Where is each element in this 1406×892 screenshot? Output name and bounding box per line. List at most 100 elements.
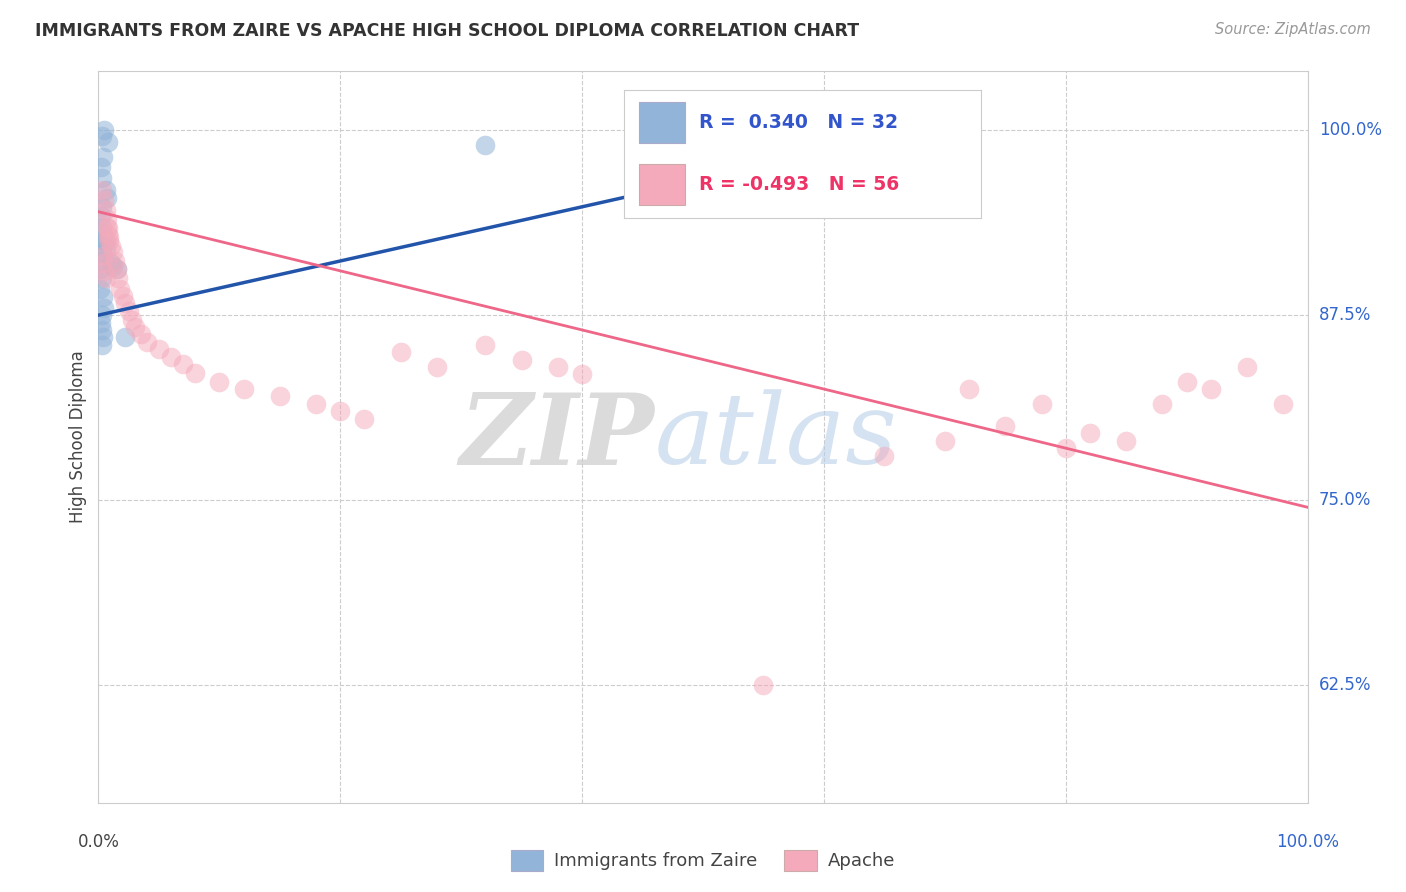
- Point: [91, 337, 114, 351]
- Point: [1031, 397, 1053, 411]
- Point: [93, 123, 115, 137]
- Point: [148, 342, 170, 356]
- Point: [93, 301, 115, 315]
- Point: [94, 242, 117, 256]
- Point: [160, 350, 183, 364]
- Point: [98, 235, 121, 249]
- Point: [96, 219, 118, 234]
- Point: [91, 200, 114, 214]
- Point: [118, 303, 141, 318]
- Point: [124, 320, 146, 334]
- Point: [105, 262, 128, 277]
- Point: [474, 138, 496, 153]
- Point: [101, 244, 124, 259]
- Point: [93, 235, 115, 249]
- Point: [571, 368, 593, 382]
- Point: [208, 375, 231, 389]
- Point: [91, 290, 114, 304]
- Point: [1199, 382, 1222, 396]
- Point: [94, 235, 117, 249]
- Point: [329, 404, 352, 418]
- Point: [91, 308, 114, 322]
- Point: [94, 183, 117, 197]
- Text: 87.5%: 87.5%: [1319, 306, 1371, 324]
- Point: [305, 397, 328, 411]
- Text: ZIP: ZIP: [460, 389, 655, 485]
- Point: [353, 411, 375, 425]
- Point: [97, 136, 120, 150]
- Point: [91, 183, 114, 197]
- Point: [121, 312, 143, 326]
- Point: [91, 170, 114, 185]
- Point: [547, 359, 569, 374]
- Point: [91, 244, 114, 259]
- Point: [94, 271, 117, 285]
- Point: [93, 193, 115, 207]
- Text: 75.0%: 75.0%: [1319, 491, 1371, 508]
- Point: [114, 330, 136, 344]
- Point: [510, 352, 533, 367]
- Point: [96, 212, 118, 227]
- Point: [91, 271, 114, 285]
- Point: [107, 271, 129, 285]
- Point: [105, 262, 128, 277]
- Point: [1175, 375, 1198, 389]
- Point: [91, 227, 114, 241]
- Point: [114, 296, 136, 310]
- Point: [752, 677, 775, 691]
- Point: [934, 434, 956, 448]
- Point: [90, 209, 112, 223]
- Text: 0.0%: 0.0%: [77, 833, 120, 851]
- Point: [97, 227, 120, 241]
- Point: [474, 337, 496, 351]
- Point: [91, 150, 114, 164]
- Point: [111, 289, 134, 303]
- Y-axis label: High School Diploma: High School Diploma: [69, 351, 87, 524]
- Point: [91, 129, 114, 144]
- Point: [232, 382, 254, 396]
- Point: [97, 221, 120, 235]
- Point: [172, 357, 194, 371]
- Point: [89, 282, 111, 296]
- Point: [1236, 359, 1258, 374]
- Point: [389, 345, 412, 359]
- Text: IMMIGRANTS FROM ZAIRE VS APACHE HIGH SCHOOL DIPLOMA CORRELATION CHART: IMMIGRANTS FROM ZAIRE VS APACHE HIGH SCH…: [35, 22, 859, 40]
- Point: [104, 253, 127, 268]
- Text: 100.0%: 100.0%: [1319, 121, 1382, 139]
- Point: [426, 359, 449, 374]
- Point: [93, 264, 115, 278]
- Point: [100, 238, 122, 252]
- Point: [91, 256, 114, 270]
- Point: [96, 191, 118, 205]
- Point: [91, 323, 114, 337]
- Point: [94, 203, 117, 218]
- Point: [90, 253, 112, 268]
- Point: [101, 260, 124, 274]
- Point: [90, 161, 112, 175]
- Point: [1115, 434, 1137, 448]
- Point: [1272, 397, 1295, 411]
- Point: [1152, 397, 1174, 411]
- Point: [90, 316, 112, 330]
- Point: [91, 330, 114, 344]
- Point: [135, 334, 157, 349]
- Point: [91, 219, 114, 234]
- Point: [1054, 441, 1077, 455]
- Text: Source: ZipAtlas.com: Source: ZipAtlas.com: [1215, 22, 1371, 37]
- Point: [129, 327, 152, 342]
- Point: [98, 230, 121, 244]
- Point: [269, 389, 291, 403]
- Point: [184, 366, 207, 380]
- Point: [957, 382, 980, 396]
- Point: [91, 249, 114, 263]
- Text: atlas: atlas: [655, 390, 897, 484]
- Point: [108, 282, 131, 296]
- Text: 62.5%: 62.5%: [1319, 675, 1371, 694]
- Point: [100, 256, 122, 270]
- Legend: Immigrants from Zaire, Apache: Immigrants from Zaire, Apache: [503, 843, 903, 878]
- Point: [994, 419, 1017, 434]
- Point: [873, 449, 896, 463]
- Point: [1078, 426, 1101, 441]
- Text: 100.0%: 100.0%: [1277, 833, 1339, 851]
- Point: [90, 262, 112, 277]
